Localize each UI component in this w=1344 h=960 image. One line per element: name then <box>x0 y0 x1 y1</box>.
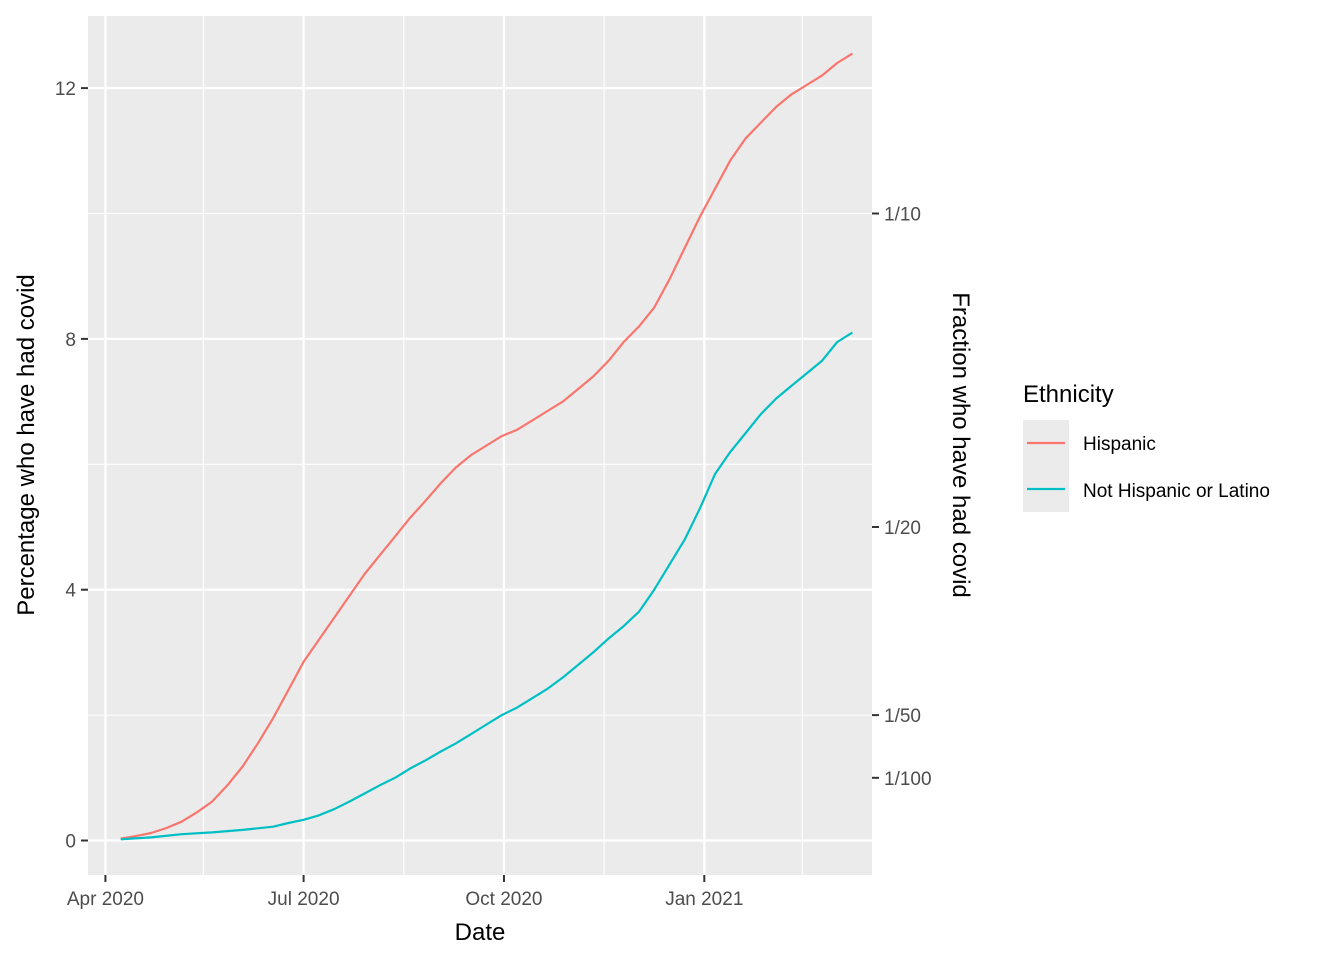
y-tick-label: 0 <box>65 832 76 853</box>
y2-tick-label: 1/50 <box>884 706 921 727</box>
major-gridlines <box>88 16 872 875</box>
panel-background <box>88 16 872 875</box>
x-tick-label: Oct 2020 <box>465 889 542 910</box>
legend-label-not-hispanic: Not Hispanic or Latino <box>1083 481 1270 502</box>
series-lines <box>120 52 853 841</box>
y-axis-left: 0 4 8 12 <box>55 79 88 853</box>
y-tick-label: 8 <box>65 330 76 351</box>
y2-tick-label: 1/20 <box>884 518 921 539</box>
legend-title: Ethnicity <box>1023 381 1114 408</box>
x-axis: Apr 2020 Jul 2020 Oct 2020 Jan 2021 <box>67 875 743 910</box>
y-axis-right: 1/10 1/20 1/50 1/100 <box>872 205 932 790</box>
series-line-not-hispanic <box>120 331 853 841</box>
y-tick-label: 4 <box>65 581 76 602</box>
legend-label-hispanic: Hispanic <box>1083 434 1156 455</box>
x-tick-label: Apr 2020 <box>67 889 144 910</box>
x-tick-label: Jul 2020 <box>268 889 340 910</box>
series-line-hispanic <box>120 52 853 840</box>
x-tick-label: Jan 2021 <box>665 889 743 910</box>
x-axis-title: Date <box>455 919 506 946</box>
y2-axis-title: Fraction who have had covid <box>947 292 974 598</box>
y-axis-title: Percentage who have had covid <box>13 274 40 616</box>
legend: Ethnicity Hispanic Not Hispanic or Latin… <box>1023 381 1270 512</box>
y2-tick-label: 1/10 <box>884 205 921 226</box>
y-tick-label: 12 <box>55 79 76 100</box>
minor-gridlines <box>88 16 872 875</box>
y2-tick-label: 1/100 <box>884 769 932 790</box>
